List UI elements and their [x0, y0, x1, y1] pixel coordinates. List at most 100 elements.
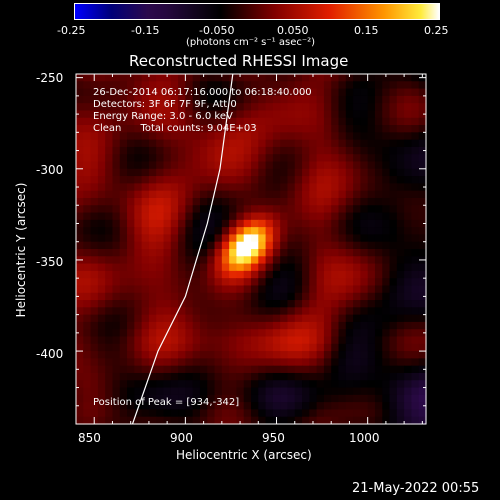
heatmap-cell	[148, 249, 157, 257]
heatmap-cell	[207, 176, 216, 184]
heatmap-cell	[214, 205, 223, 214]
heatmap-cell	[163, 314, 172, 323]
heatmap-cell	[389, 190, 398, 199]
heatmap-cell	[265, 110, 274, 119]
heatmap-cell	[170, 132, 179, 141]
heatmap-cell	[374, 103, 383, 112]
heatmap-cell	[389, 343, 398, 352]
heatmap-cell	[316, 95, 325, 104]
heatmap-cell	[338, 190, 347, 199]
heatmap-cell	[265, 402, 274, 411]
heatmap-cell	[243, 146, 252, 155]
heatmap-cell	[309, 125, 318, 133]
heatmap-cell	[105, 234, 114, 243]
heatmap-cell	[76, 402, 84, 411]
heatmap-cell	[345, 380, 354, 389]
heatmap-cell	[418, 292, 427, 301]
heatmap-cell	[345, 351, 354, 359]
heatmap-cell	[148, 307, 157, 316]
heatmap-cell	[156, 380, 165, 389]
heatmap-cell	[90, 139, 99, 148]
heatmap-cell	[207, 358, 216, 367]
heatmap-cell	[272, 117, 281, 126]
heatmap-cell	[97, 110, 106, 119]
heatmap-cell	[418, 103, 427, 112]
heatmap-cell	[148, 154, 157, 163]
heatmap-cell	[280, 197, 289, 206]
heatmap-cell	[360, 88, 369, 97]
heatmap-cell	[396, 88, 405, 97]
heatmap-cell	[418, 372, 427, 381]
heatmap-cell	[105, 176, 114, 184]
heatmap-cell	[338, 358, 347, 367]
heatmap-cell	[214, 117, 223, 126]
heatmap-cell	[76, 117, 84, 126]
heatmap-cell	[207, 300, 216, 308]
heatmap-cell	[170, 343, 179, 352]
heatmap-cell	[236, 146, 245, 155]
heatmap-cell	[148, 321, 157, 330]
heatmap-cell	[251, 125, 259, 133]
heatmap-cell	[265, 161, 274, 170]
heatmap-cell	[251, 117, 259, 126]
heatmap-cell	[112, 176, 121, 184]
heatmap-cell	[374, 372, 383, 381]
heatmap-cell	[199, 241, 208, 250]
heatmap-cell	[251, 168, 259, 177]
heatmap-cell	[294, 219, 303, 228]
heatmap-cell	[265, 285, 274, 294]
heatmap-cell	[90, 387, 99, 396]
heatmap-cell	[251, 351, 259, 359]
heatmap-cell	[105, 343, 114, 352]
heatmap-cell	[83, 372, 92, 381]
chart-title: Reconstructed RHESSI Image	[129, 52, 349, 70]
heatmap-cell	[243, 336, 252, 345]
heatmap-cell	[265, 227, 274, 236]
heatmap-cell	[404, 139, 413, 148]
heatmap-cell	[345, 81, 354, 90]
heatmap-cell	[97, 212, 106, 221]
heatmap-cell	[148, 190, 157, 199]
heatmap-cell	[97, 409, 106, 418]
heatmap-cell	[236, 300, 245, 308]
heatmap-cell	[316, 387, 325, 396]
heatmap-cell	[119, 351, 128, 359]
heatmap-cell	[134, 161, 143, 170]
heatmap-cell	[243, 285, 252, 294]
heatmap-cell	[272, 263, 281, 272]
heatmap-cell	[76, 219, 84, 228]
heatmap-cell	[309, 197, 318, 206]
heatmap-cell	[287, 154, 296, 163]
heatmap-cell	[192, 285, 201, 294]
heatmap-cell	[367, 380, 376, 389]
heatmap-cell	[418, 416, 427, 425]
heatmap-cell	[185, 409, 194, 418]
heatmap-cell	[207, 168, 216, 177]
heatmap-cell	[236, 103, 245, 112]
heatmap-cell	[251, 241, 259, 250]
heatmap-cell	[214, 351, 223, 359]
heatmap-cell	[294, 227, 303, 236]
heatmap-cell	[90, 285, 99, 294]
heatmap-cell	[404, 205, 413, 214]
heatmap-cell	[141, 402, 150, 411]
heatmap-cell	[207, 197, 216, 206]
heatmap-cell	[83, 314, 92, 323]
heatmap-cell	[221, 81, 230, 90]
heatmap-cell	[272, 387, 281, 396]
heatmap-cell	[287, 103, 296, 112]
heatmap-cell	[170, 190, 179, 199]
heatmap-cell	[221, 336, 230, 345]
heatmap-cell	[367, 146, 376, 155]
heatmap-cell	[382, 183, 391, 192]
heatmap-cell	[163, 372, 172, 381]
heatmap-cell	[90, 117, 99, 126]
heatmap-cell	[302, 300, 310, 308]
heatmap-cell	[199, 205, 208, 214]
heatmap-cell	[97, 394, 106, 403]
heatmap-cell	[207, 88, 216, 97]
heatmap-cell	[389, 416, 398, 425]
heatmap-cell	[258, 329, 267, 338]
heatmap-cell	[367, 343, 376, 352]
heatmap-cell	[331, 351, 340, 359]
